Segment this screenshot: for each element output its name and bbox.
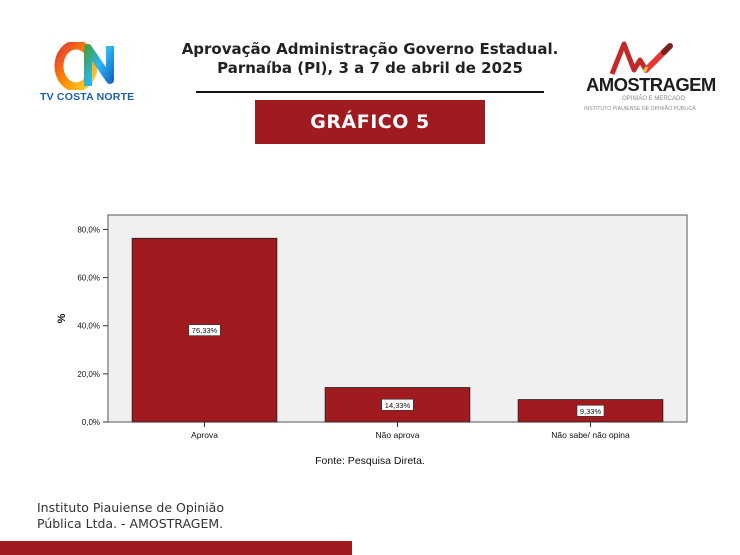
y-axis-label: %	[56, 313, 68, 323]
amostragem-logo: AMOSTRAGEM OPINIÃO E MERCADO INSTITUTO P…	[584, 40, 716, 116]
data-label-box	[381, 398, 414, 411]
footer-org-line1: Instituto Piauiense de Opinião	[37, 500, 224, 515]
amostragem-emblem-icon	[609, 41, 673, 75]
y-tick-label: 80,0%	[77, 225, 100, 234]
page-subtitle: Parnaíba (PI), 3 a 7 de abril de 2025	[217, 59, 523, 77]
y-tick-label: 40,0%	[77, 322, 100, 331]
amostragem-tagline: OPINIÃO E MERCADO	[622, 96, 686, 102]
page-title: Aprovação Administração Governo Estadual…	[181, 40, 559, 58]
x-tick-label: Não aprova	[376, 430, 420, 440]
y-tick-label: 60,0%	[77, 274, 100, 283]
amostragem-wordmark: AMOSTRAGEM	[586, 74, 716, 95]
tv-costa-norte-wordmark: TV COSTA NORTE	[40, 91, 135, 103]
x-tick-label: Aprova	[191, 430, 218, 440]
title-divider	[196, 91, 544, 93]
chart-source: Fonte: Pesquisa Direta.	[315, 455, 425, 467]
footer-organization: Instituto Piauiense de Opinião Pública L…	[37, 500, 277, 532]
footer-accent-bar	[0, 541, 352, 555]
x-tick-label: Não sabe/ não opina	[551, 430, 630, 440]
data-label: 76,33%	[192, 326, 218, 335]
y-tick-label: 0,0%	[82, 418, 100, 427]
bar-chart: 0,0% 20,0% 40,0% 60,0% 80,0%% Aprova 76,33% Não…	[56, 214, 688, 440]
amostragem-institute-name: INSTITUTO PIAUIENSE DE OPINIÃO PÚBLICA	[584, 106, 696, 112]
tv-costa-norte-emblem-icon	[54, 42, 114, 90]
data-label-box	[188, 324, 221, 336]
tv-costa-norte-logo: TV COSTA NORTE	[36, 42, 148, 106]
data-label: 14,33%	[385, 401, 411, 410]
data-label: 9,33%	[580, 407, 602, 416]
data-label-box	[576, 404, 605, 417]
footer-org-line2: Pública Ltda. - AMOSTRAGEM.	[37, 516, 224, 531]
chart-banner: GRÁFICO 5	[255, 100, 485, 144]
y-tick-label: 20,0%	[77, 370, 100, 379]
